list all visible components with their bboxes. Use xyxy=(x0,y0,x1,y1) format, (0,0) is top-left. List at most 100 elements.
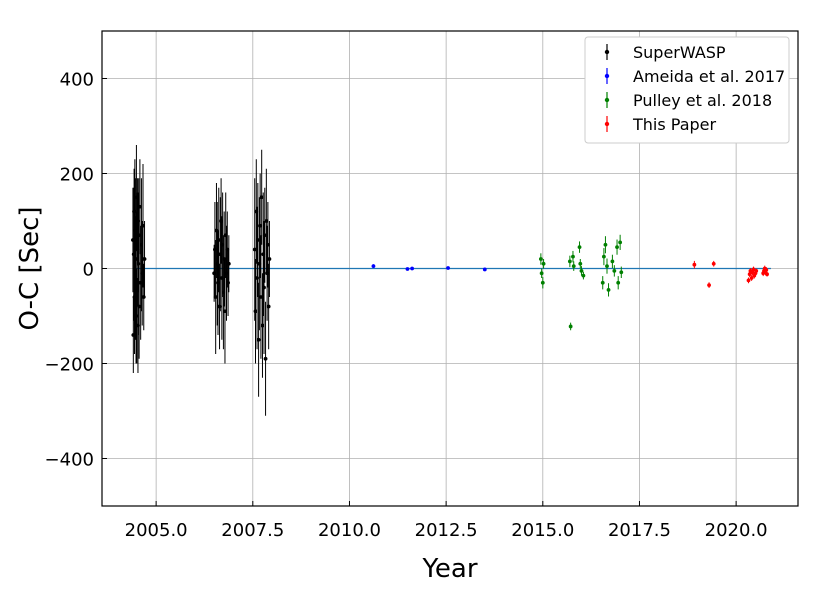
x-axis-ticks: 2005.0 2007.5 2010.0 2012.5 2015.0 2017.5 2020… xyxy=(125,501,768,541)
data-point xyxy=(258,223,263,228)
data-point xyxy=(579,268,584,273)
x-tick-label: 2020.0 xyxy=(705,520,768,541)
x-axis-label: Year xyxy=(421,554,477,584)
x-tick-label: 2015.0 xyxy=(511,520,574,541)
legend-marker-dot xyxy=(604,73,610,79)
data-point xyxy=(601,254,606,259)
data-point xyxy=(267,257,272,261)
data-point xyxy=(260,323,265,328)
data-point xyxy=(264,219,269,223)
data-point xyxy=(137,204,142,209)
y-axis-ticks: −400 −200 0 200 400 xyxy=(45,70,107,471)
data-point xyxy=(571,254,575,259)
data-point xyxy=(578,261,583,266)
series-0 xyxy=(131,145,272,416)
data-point xyxy=(482,267,487,272)
data-point xyxy=(371,264,376,269)
legend-label: SuperWASP xyxy=(633,43,726,62)
series-2 xyxy=(538,234,624,331)
data-point xyxy=(266,304,271,309)
data-point xyxy=(262,233,267,238)
data-points-layer xyxy=(131,145,769,416)
data-point xyxy=(538,257,543,261)
legend-box xyxy=(584,36,790,144)
legend-label: This Paper xyxy=(632,115,717,134)
x-tick-label: 2012.5 xyxy=(415,520,478,541)
legend-marker-dot xyxy=(604,121,610,127)
y-tick-label: −400 xyxy=(45,450,94,471)
data-point xyxy=(263,356,268,361)
data-point xyxy=(541,261,546,266)
data-point xyxy=(618,240,623,245)
x-tick-label: 2010.0 xyxy=(318,520,381,541)
data-point xyxy=(216,238,221,242)
data-point xyxy=(605,264,609,269)
legend-marker-dot xyxy=(604,49,610,55)
data-point xyxy=(567,259,572,264)
data-point xyxy=(568,324,573,329)
legend-label: Ameida et al. 2017 xyxy=(633,67,785,86)
data-point xyxy=(446,266,450,270)
data-point xyxy=(540,280,545,285)
data-point xyxy=(764,268,769,272)
x-tick-label: 2005.0 xyxy=(125,520,188,541)
legend-item: Ameida et al. 2017 xyxy=(604,67,785,86)
data-point xyxy=(754,268,759,273)
legend-item: SuperWASP xyxy=(604,43,726,62)
data-point xyxy=(606,287,611,292)
y-tick-label: −200 xyxy=(45,355,94,376)
data-point xyxy=(410,266,415,271)
data-point xyxy=(262,285,266,290)
data-point xyxy=(141,223,145,228)
data-point xyxy=(255,238,260,242)
data-point xyxy=(711,261,716,266)
data-point xyxy=(749,276,754,280)
legend-items: SuperWASP Ameida et al. 2017 Pulley et al.… xyxy=(604,43,785,134)
y-tick-label: 0 xyxy=(83,260,94,281)
data-point xyxy=(581,273,586,278)
series-3 xyxy=(692,260,769,288)
data-point xyxy=(765,272,769,277)
data-point xyxy=(259,195,264,200)
y-axis-label: O-C [Sec] xyxy=(15,206,45,330)
data-point xyxy=(217,304,222,309)
y-tick-label: 400 xyxy=(60,70,94,91)
data-point xyxy=(405,267,410,271)
y-tick-label: 200 xyxy=(60,165,94,186)
data-point xyxy=(615,245,619,250)
legend-item: Pulley et al. 2018 xyxy=(604,91,772,110)
data-point xyxy=(141,295,146,299)
legend-item: This Paper xyxy=(604,115,717,134)
data-point xyxy=(746,278,751,283)
data-point xyxy=(259,295,263,299)
legend-label: Pulley et al. 2018 xyxy=(633,91,772,110)
data-point xyxy=(707,283,711,288)
data-point xyxy=(223,309,227,314)
x-tick-label: 2007.5 xyxy=(221,520,284,541)
data-point xyxy=(571,264,576,269)
data-point xyxy=(616,280,621,285)
data-point xyxy=(137,304,142,309)
series-1 xyxy=(371,264,487,272)
data-point xyxy=(610,259,615,264)
data-point xyxy=(255,276,259,280)
data-point xyxy=(226,280,230,285)
data-point xyxy=(539,271,544,276)
data-point xyxy=(252,247,257,252)
data-point xyxy=(253,309,258,314)
data-point xyxy=(692,262,697,267)
data-point xyxy=(265,242,270,247)
x-tick-label: 2017.5 xyxy=(608,520,671,541)
legend-marker-dot xyxy=(604,97,610,103)
data-point xyxy=(213,295,218,299)
data-point xyxy=(226,261,231,266)
data-point xyxy=(134,314,138,318)
data-point xyxy=(600,280,605,285)
data-point xyxy=(577,245,582,250)
data-point xyxy=(256,337,261,342)
data-point xyxy=(619,270,624,275)
legend: SuperWASP Ameida et al. 2017 Pulley et al.… xyxy=(584,36,790,144)
data-point xyxy=(142,257,147,261)
data-point xyxy=(612,268,617,273)
